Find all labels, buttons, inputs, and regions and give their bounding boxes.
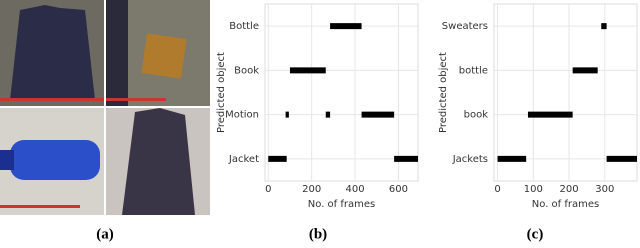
x-tick-label: 100 bbox=[524, 184, 543, 195]
segment bbox=[572, 67, 598, 74]
segment bbox=[527, 111, 573, 118]
x-tick-label: 0 bbox=[494, 184, 500, 195]
caption: (a) bbox=[96, 226, 114, 242]
y-axis-label: Predicted object bbox=[438, 52, 449, 133]
x-tick-label: 0 bbox=[265, 184, 271, 195]
y-tick-label: Bottle bbox=[229, 21, 259, 32]
y-axis-label: Predicted object bbox=[216, 52, 227, 133]
progress-bar bbox=[0, 98, 104, 101]
book bbox=[141, 33, 187, 79]
y-tick-label: book bbox=[464, 110, 489, 121]
photo-grid bbox=[0, 0, 210, 215]
x-tick-label: 300 bbox=[595, 184, 614, 195]
segment bbox=[285, 111, 289, 118]
plot-area bbox=[493, 3, 638, 182]
y-tick-label: bottle bbox=[459, 65, 488, 76]
x-tick-label: 400 bbox=[346, 184, 365, 195]
bottle bbox=[10, 140, 100, 180]
x-tick-label: 600 bbox=[389, 184, 408, 195]
y-tick-label: Motion bbox=[225, 110, 259, 121]
caption: (b) bbox=[309, 226, 327, 242]
segment bbox=[497, 155, 527, 162]
progress-bar bbox=[106, 98, 166, 101]
bottle-cap bbox=[0, 150, 14, 170]
y-tick-label: Book bbox=[234, 65, 259, 76]
y-tick-label: Jacket bbox=[228, 154, 259, 165]
segment bbox=[330, 23, 362, 30]
caption: (c) bbox=[527, 226, 544, 242]
segment bbox=[606, 155, 637, 162]
y-tick-label: Sweaters bbox=[442, 21, 488, 32]
jacket bbox=[10, 5, 95, 100]
x-tick-label: 200 bbox=[302, 184, 321, 195]
x-axis-label: No. of frames bbox=[308, 199, 375, 210]
segment bbox=[289, 67, 326, 74]
y-tick-label: Jackets bbox=[452, 154, 488, 165]
x-axis-label: No. of frames bbox=[532, 199, 599, 210]
jacket bbox=[106, 0, 128, 106]
segment bbox=[394, 155, 418, 162]
jacket bbox=[122, 108, 195, 215]
x-tick-label: 200 bbox=[560, 184, 579, 195]
segment bbox=[325, 111, 331, 118]
segment bbox=[361, 111, 395, 118]
segment bbox=[268, 155, 287, 162]
segment bbox=[601, 23, 607, 30]
progress-bar bbox=[0, 205, 80, 208]
plot-area bbox=[264, 3, 419, 182]
